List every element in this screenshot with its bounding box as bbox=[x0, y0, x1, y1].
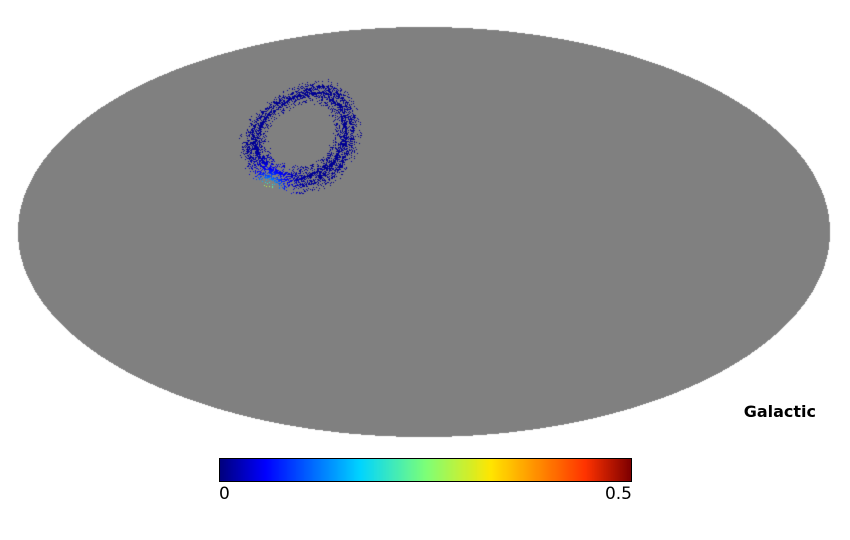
colorbar[interactable]: 0 0.5 bbox=[219, 458, 632, 504]
colorbar-min-tick-label: 0 bbox=[219, 484, 230, 504]
colorbar-max-tick-label: 0.5 bbox=[604, 484, 632, 504]
colorbar-gradient[interactable] bbox=[219, 458, 632, 482]
coordinate-system-label: Galactic bbox=[743, 402, 816, 421]
sky-map-canvas[interactable] bbox=[0, 0, 850, 450]
